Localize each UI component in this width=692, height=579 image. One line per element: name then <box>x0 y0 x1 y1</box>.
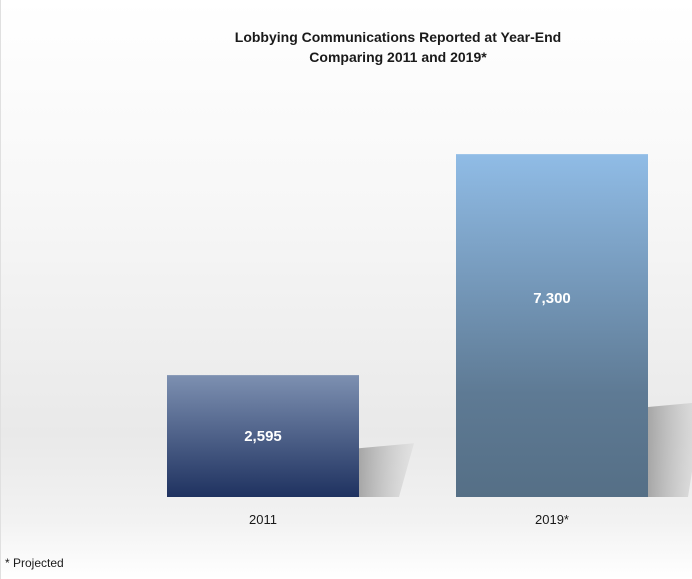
bar-2019 <box>456 154 648 498</box>
chart-subtitle: Comparing 2011 and 2019* <box>309 49 487 65</box>
bar-2011 <box>167 375 359 497</box>
x-tick-label: 2019* <box>535 512 569 527</box>
footnote: * Projected <box>5 556 64 570</box>
bar-shadow <box>648 403 692 497</box>
data-label: 2,595 <box>244 428 282 445</box>
chart-title: Lobbying Communications Reported at Year… <box>235 29 561 45</box>
data-label: 7,300 <box>533 290 571 307</box>
bar-shadow <box>359 443 414 497</box>
x-tick-label: 2011 <box>249 512 277 527</box>
